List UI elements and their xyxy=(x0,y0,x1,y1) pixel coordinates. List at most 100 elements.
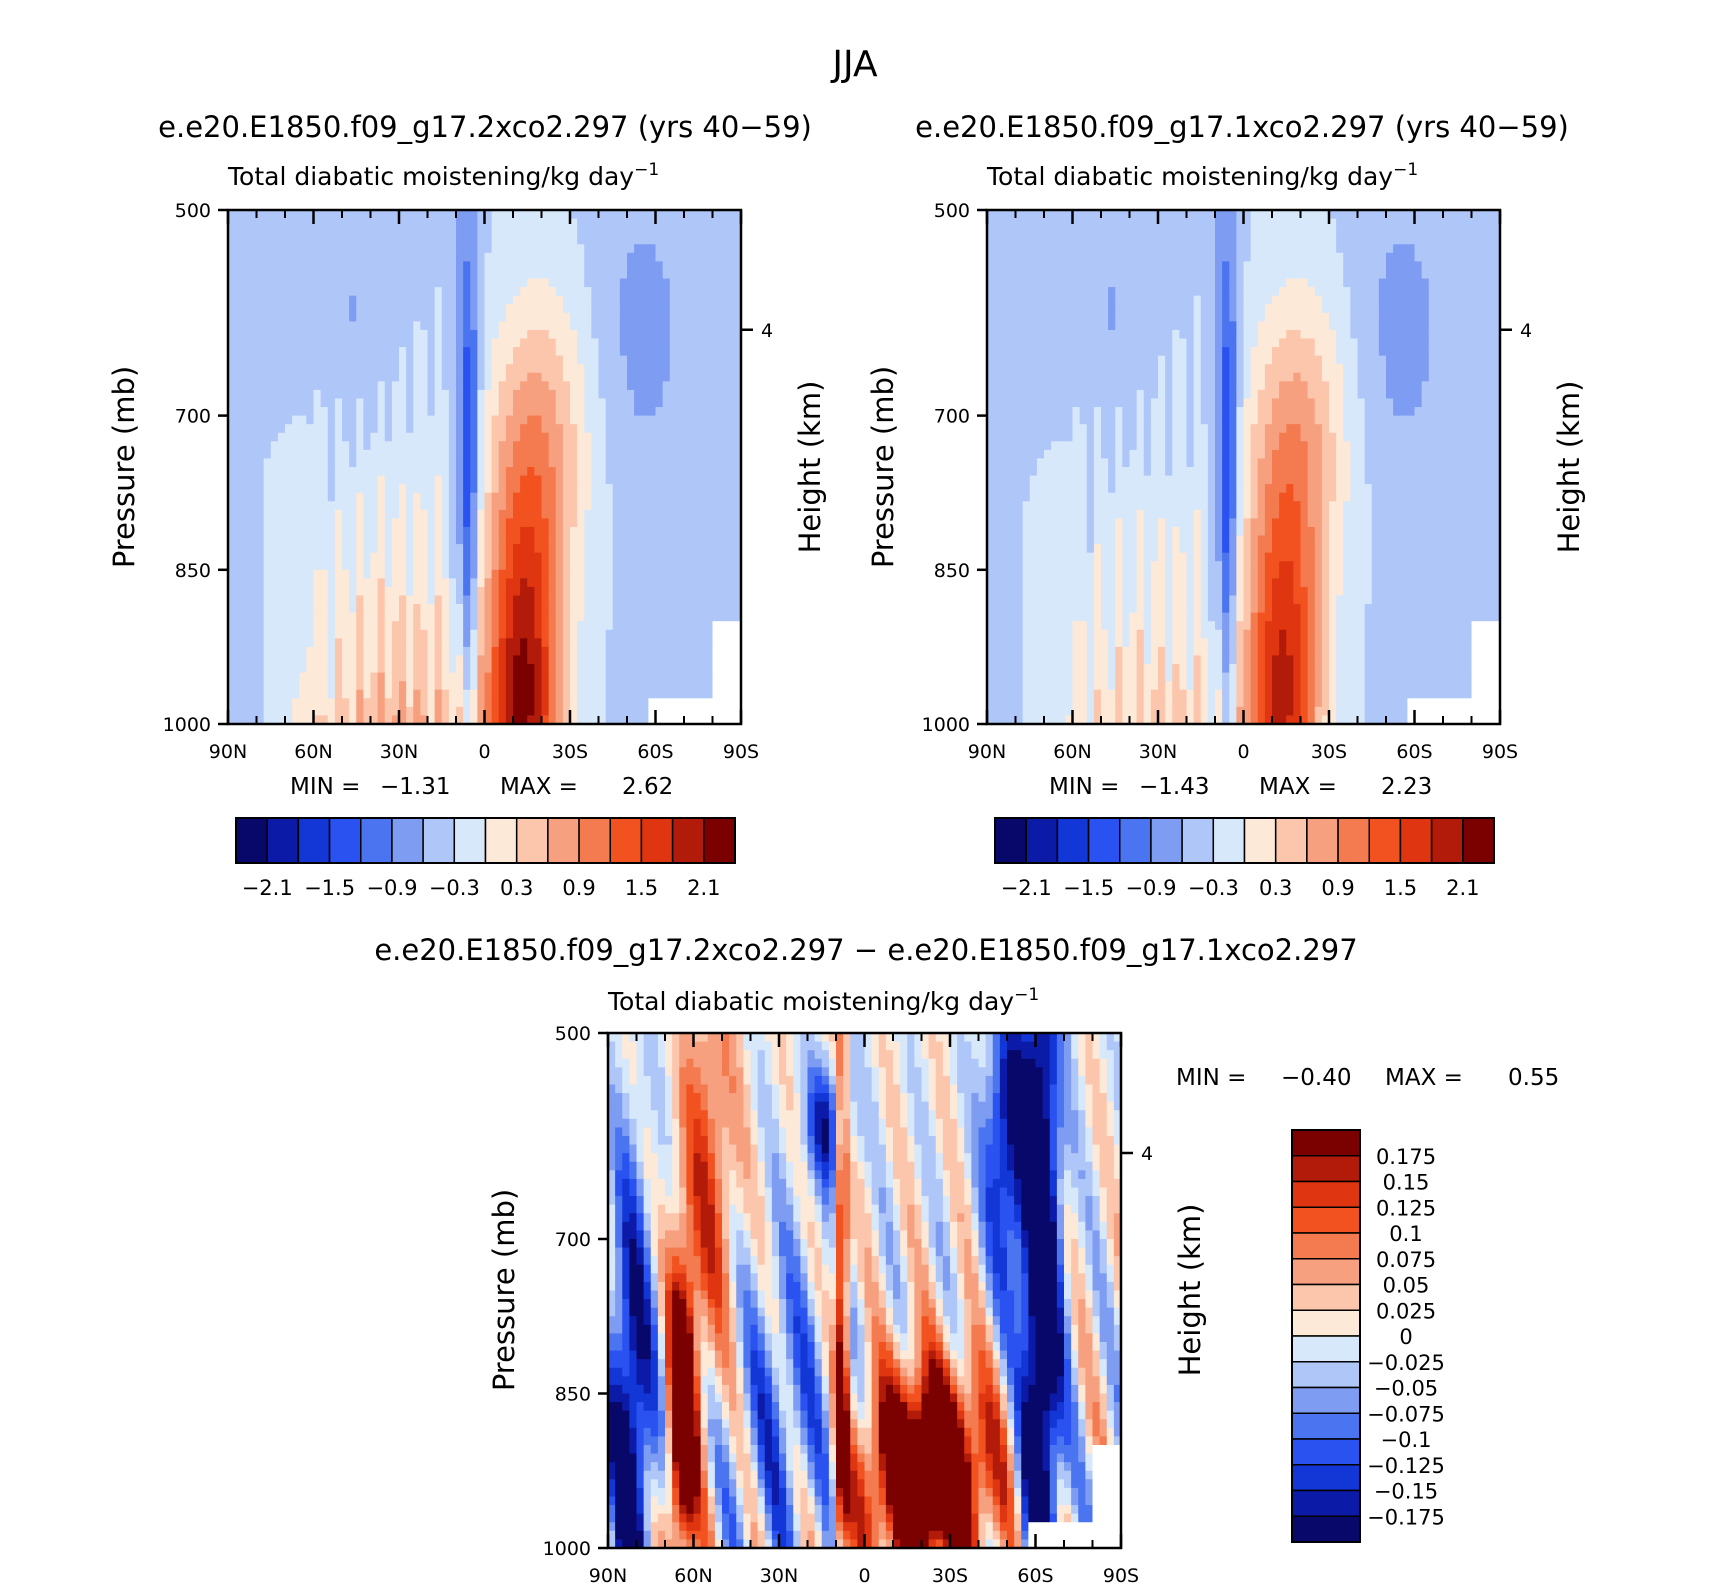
field-cell xyxy=(1108,218,1116,228)
field-cell xyxy=(249,458,258,468)
field-cell xyxy=(1051,210,1059,220)
field-cell xyxy=(1086,218,1095,228)
field-cell xyxy=(370,681,379,691)
field-cell xyxy=(570,338,578,348)
field-cell xyxy=(228,664,236,674)
field-cell xyxy=(299,501,307,511)
field-cell xyxy=(1129,227,1138,237)
field-cell xyxy=(413,664,421,674)
field-cell xyxy=(591,604,600,614)
field-cell xyxy=(320,458,329,468)
field-cell xyxy=(292,458,300,468)
field-cell xyxy=(627,458,635,468)
field-cell xyxy=(270,518,279,528)
field-cell xyxy=(484,467,493,477)
field-cell xyxy=(655,355,664,365)
field-cell xyxy=(228,347,236,357)
field-cell xyxy=(320,467,329,477)
field-cell xyxy=(427,244,436,254)
field-cell xyxy=(513,672,521,682)
field-cell xyxy=(441,518,450,528)
field-cell xyxy=(705,312,714,322)
field-cell xyxy=(235,526,243,537)
field-cell xyxy=(406,252,414,262)
field-cell xyxy=(463,252,471,262)
field-cell xyxy=(527,664,535,674)
field-cell xyxy=(377,612,386,622)
field-cell xyxy=(498,638,507,648)
field-cell xyxy=(370,501,379,511)
field-cell xyxy=(605,698,614,708)
field-cell xyxy=(1407,244,1416,254)
field-cell xyxy=(456,689,464,699)
field-cell xyxy=(277,261,286,271)
field-cell xyxy=(548,321,557,331)
field-cell xyxy=(655,586,664,597)
field-cell xyxy=(641,715,649,725)
field-cell xyxy=(577,552,585,562)
field-cell xyxy=(1215,210,1223,220)
field-cell xyxy=(299,338,307,348)
field-cell xyxy=(370,432,379,442)
field-cell xyxy=(320,381,329,391)
field-cell xyxy=(484,561,493,571)
field-cell xyxy=(527,381,535,391)
field-cell xyxy=(470,304,478,314)
field-cell xyxy=(384,278,393,288)
field-cell xyxy=(562,287,571,297)
field-cell xyxy=(384,372,393,382)
field-cell xyxy=(413,561,421,571)
field-cell xyxy=(1158,210,1166,220)
field-cell xyxy=(263,612,272,622)
field-cell xyxy=(277,638,286,648)
field-cell xyxy=(349,715,357,725)
field-cell xyxy=(384,672,393,682)
field-cell xyxy=(513,475,521,485)
field-cell xyxy=(605,664,614,674)
field-cell xyxy=(662,646,671,657)
field-cell xyxy=(676,544,685,554)
field-cell xyxy=(627,664,635,674)
field-cell xyxy=(441,235,450,245)
field-cell xyxy=(270,295,279,305)
field-cell xyxy=(505,586,514,597)
field-cell xyxy=(306,561,315,571)
field-cell xyxy=(591,432,600,442)
field-cell xyxy=(356,312,364,322)
field-cell xyxy=(669,287,678,297)
field-cell xyxy=(270,526,279,537)
field-cell xyxy=(399,492,407,502)
field-cell xyxy=(448,586,457,597)
field-cell xyxy=(342,655,350,665)
field-cell xyxy=(491,355,500,365)
field-cell xyxy=(349,312,357,322)
field-cell xyxy=(228,681,236,691)
field-cell xyxy=(562,261,571,271)
field-cell xyxy=(1008,235,1017,245)
field-cell xyxy=(263,304,272,314)
field-cell xyxy=(277,347,286,357)
field-cell xyxy=(733,355,742,365)
field-cell xyxy=(477,312,486,322)
field-cell xyxy=(406,321,414,331)
field-cell xyxy=(1101,235,1109,245)
field-cell xyxy=(676,689,685,699)
field-cell xyxy=(498,569,507,579)
field-cell xyxy=(342,355,350,365)
field-cell xyxy=(313,621,322,631)
field-cell xyxy=(712,535,721,545)
field-cell xyxy=(562,706,571,717)
field-cell xyxy=(513,407,521,417)
field-cell xyxy=(434,664,443,674)
field-cell xyxy=(1279,244,1287,254)
field-cell xyxy=(277,389,286,400)
field-cell xyxy=(228,715,236,725)
field-cell xyxy=(235,424,243,434)
field-cell xyxy=(612,655,621,665)
field-cell xyxy=(313,552,322,562)
field-cell xyxy=(1407,210,1416,220)
field-cell xyxy=(691,552,699,562)
field-cell xyxy=(712,235,721,245)
field-cell xyxy=(327,715,336,725)
field-cell xyxy=(491,269,500,280)
